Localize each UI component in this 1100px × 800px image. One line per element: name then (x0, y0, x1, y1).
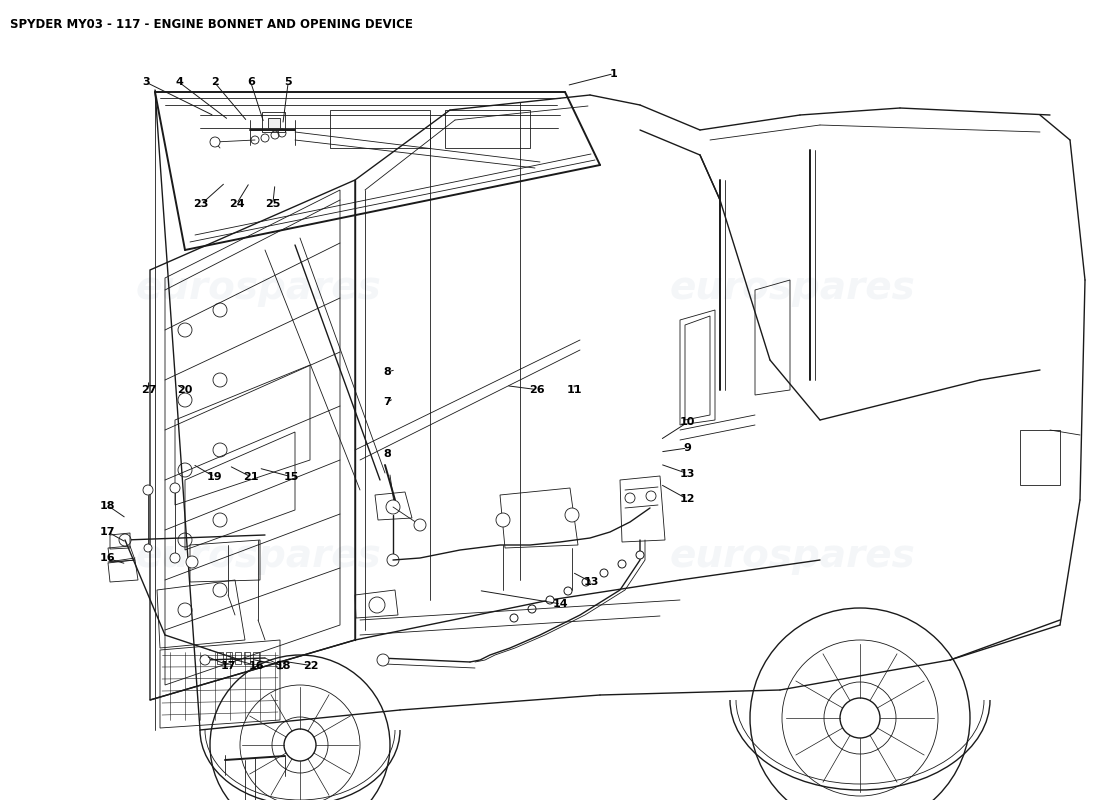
Text: 14: 14 (553, 599, 569, 609)
Circle shape (119, 534, 131, 546)
Circle shape (600, 569, 608, 577)
Circle shape (387, 554, 399, 566)
Circle shape (528, 605, 536, 613)
Circle shape (200, 655, 210, 665)
Text: 1: 1 (609, 69, 618, 78)
Text: 4: 4 (175, 78, 184, 87)
Circle shape (144, 544, 152, 552)
Circle shape (186, 556, 198, 568)
Circle shape (377, 654, 389, 666)
Polygon shape (268, 118, 280, 128)
Text: 25: 25 (265, 199, 280, 209)
Text: eurospares: eurospares (669, 269, 915, 307)
Text: 11: 11 (566, 385, 582, 394)
Text: SPYDER MY03 - 117 - ENGINE BONNET AND OPENING DEVICE: SPYDER MY03 - 117 - ENGINE BONNET AND OP… (10, 18, 412, 31)
Text: 3: 3 (143, 78, 150, 87)
Text: 2: 2 (210, 78, 219, 87)
Circle shape (496, 513, 510, 527)
Text: 8: 8 (383, 367, 392, 377)
Circle shape (546, 596, 554, 604)
Text: eurospares: eurospares (669, 537, 915, 575)
Text: 20: 20 (177, 385, 192, 394)
Text: 6: 6 (246, 78, 255, 87)
Text: 24: 24 (229, 199, 244, 209)
Circle shape (564, 587, 572, 595)
Circle shape (170, 553, 180, 563)
Circle shape (510, 614, 518, 622)
Text: 23: 23 (194, 199, 209, 209)
Circle shape (414, 519, 426, 531)
Text: eurospares: eurospares (135, 537, 382, 575)
Text: 27: 27 (141, 385, 156, 394)
Circle shape (210, 137, 220, 147)
Text: 19: 19 (207, 472, 222, 482)
Circle shape (840, 698, 880, 738)
Text: 9: 9 (683, 443, 692, 453)
Text: 22: 22 (304, 661, 319, 670)
Text: 21: 21 (243, 472, 258, 482)
Circle shape (143, 485, 153, 495)
Bar (1020, 430, 1060, 485)
Text: 5: 5 (285, 78, 292, 87)
Text: eurospares: eurospares (135, 269, 382, 307)
Circle shape (636, 551, 644, 559)
Text: 12: 12 (680, 494, 695, 504)
Text: 13: 13 (680, 469, 695, 478)
Circle shape (386, 500, 400, 514)
Circle shape (368, 597, 385, 613)
Circle shape (170, 483, 180, 493)
Text: 10: 10 (680, 418, 695, 427)
Circle shape (618, 560, 626, 568)
Text: 16: 16 (100, 554, 116, 563)
Text: 18: 18 (276, 661, 292, 670)
Text: 17: 17 (100, 527, 116, 537)
Text: 26: 26 (529, 385, 544, 394)
Text: 16: 16 (249, 661, 264, 670)
Text: 17: 17 (221, 661, 236, 670)
Circle shape (565, 508, 579, 522)
Text: 8: 8 (383, 450, 392, 459)
Circle shape (582, 578, 590, 586)
Text: 15: 15 (284, 472, 299, 482)
Text: 13: 13 (584, 578, 600, 587)
Text: 18: 18 (100, 501, 116, 510)
Circle shape (284, 729, 316, 761)
Text: 7: 7 (383, 398, 392, 407)
